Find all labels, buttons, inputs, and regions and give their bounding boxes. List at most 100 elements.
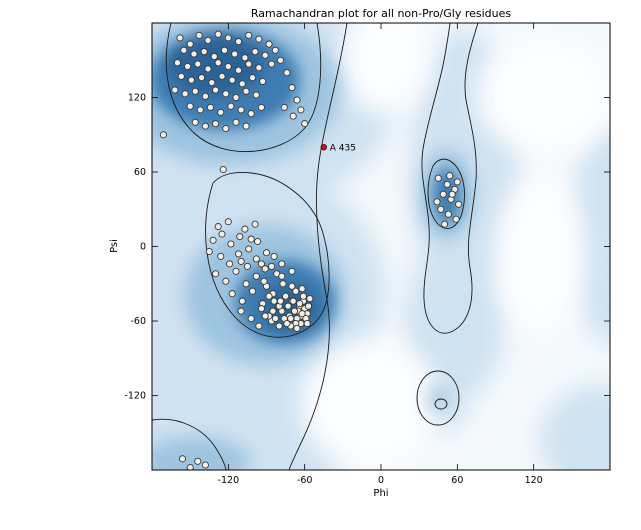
data-point (293, 96, 301, 104)
data-point (298, 310, 306, 318)
data-point (238, 297, 246, 305)
data-point (282, 292, 290, 300)
scatter-points-layer (159, 30, 463, 470)
data-point (191, 118, 199, 126)
data-point (275, 322, 283, 330)
data-point (299, 292, 307, 300)
data-point (232, 118, 240, 126)
data-point (306, 295, 314, 303)
data-point (455, 200, 463, 208)
data-point (247, 235, 255, 243)
data-point (261, 312, 269, 320)
data-point (196, 106, 204, 114)
data-point (214, 59, 222, 67)
data-point (290, 307, 299, 315)
data-point (262, 249, 271, 257)
x-axis-label: Phi (373, 488, 388, 499)
data-point (218, 72, 226, 80)
data-point (259, 77, 267, 85)
y-tick-label: 120 (128, 93, 146, 104)
data-point (276, 297, 285, 305)
data-point (217, 108, 225, 116)
data-point (257, 305, 265, 313)
data-point (214, 223, 222, 231)
data-point (247, 110, 255, 118)
data-point (278, 260, 286, 268)
data-point (252, 272, 260, 280)
data-point (222, 90, 230, 98)
contour-lines (152, 23, 479, 470)
data-point (265, 40, 273, 48)
data-point (276, 56, 285, 64)
alpha-contour (205, 172, 330, 338)
data-point (444, 210, 452, 218)
data-point (224, 62, 232, 71)
data-point (283, 319, 291, 328)
data-point (297, 106, 305, 114)
x-tick-label: 120 (525, 475, 543, 486)
y-tick-label: -60 (130, 316, 146, 327)
data-point (201, 122, 209, 130)
data-point (184, 62, 192, 71)
data-point (437, 205, 445, 213)
data-point (269, 307, 277, 315)
data-point (222, 124, 230, 133)
data-point (261, 51, 269, 59)
data-point (206, 103, 215, 111)
y-tick-label: -120 (124, 391, 146, 402)
density-highlight-layer (300, 23, 610, 470)
data-point (171, 86, 179, 94)
data-point (178, 455, 187, 463)
data-point (243, 262, 251, 270)
data-point (242, 87, 250, 95)
data-point (194, 60, 202, 68)
data-point (241, 225, 249, 233)
data-point (212, 270, 220, 278)
data-point (194, 457, 202, 465)
data-point (190, 50, 198, 58)
data-point (296, 300, 304, 308)
left-handed-contour (427, 158, 465, 229)
data-point (198, 74, 206, 82)
data-point (441, 220, 449, 228)
data-point (237, 307, 245, 315)
plot-area (152, 23, 610, 470)
y-tick-label: 0 (140, 242, 146, 253)
data-point (271, 46, 279, 54)
data-point (201, 92, 209, 100)
data-point (176, 34, 184, 42)
data-point (231, 50, 239, 58)
data-point (433, 198, 441, 206)
data-point (224, 34, 232, 42)
data-point (434, 174, 442, 182)
data-point (232, 267, 240, 275)
data-point (201, 461, 209, 469)
bottom-left-contour (152, 418, 227, 470)
data-point (284, 302, 292, 310)
data-point (257, 103, 265, 111)
highlight-point (320, 143, 327, 151)
y-axis-label: Psi (109, 239, 120, 253)
data-point (252, 91, 260, 99)
data-point (204, 65, 212, 73)
data-point (219, 165, 227, 174)
data-point (205, 247, 213, 256)
x-tick-label: -120 (218, 475, 240, 486)
data-point (261, 265, 269, 273)
data-point (208, 79, 216, 87)
data-point (260, 277, 268, 285)
data-point (210, 52, 218, 61)
data-point (218, 230, 226, 238)
data-point (255, 35, 263, 43)
ticks-layer: -120 -60 0 60 120 -120 -60 0 60 120 (124, 23, 610, 486)
data-point (270, 297, 278, 305)
data-point (280, 103, 288, 111)
data-point (289, 297, 297, 305)
data-point (234, 66, 243, 74)
x-tick-label: 0 (378, 475, 384, 486)
data-point (247, 314, 255, 323)
data-point (220, 46, 229, 54)
data-point (439, 190, 447, 198)
data-point (186, 102, 194, 110)
